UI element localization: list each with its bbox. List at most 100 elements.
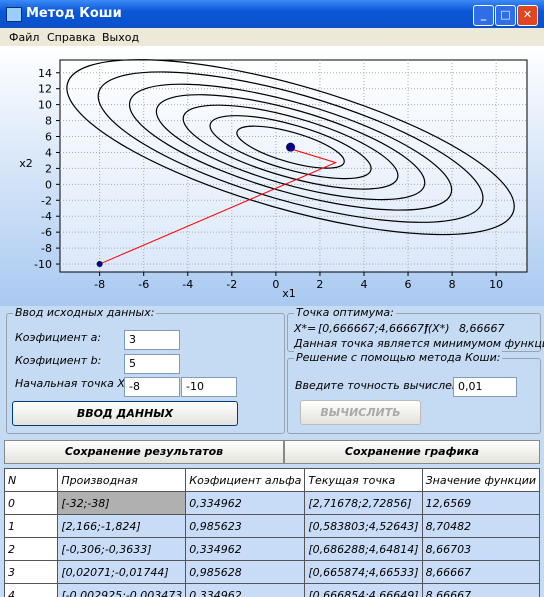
button: ВЫЧИСЛИТЬ [300, 400, 421, 425]
text-input[interactable]: 0,01 [453, 377, 517, 397]
chart: x1 x2 -8 -6 -4 -2 0 2 4 6 8 10 -10 -8 -6 -4 -2 0 2 4 6 8 10 1… [0, 46, 544, 306]
y-tick-label: 0 [45, 178, 52, 191]
y-tick-label: -8 [41, 242, 52, 255]
y-tick-label: -10 [34, 258, 52, 271]
window-title: Метод Коши [26, 6, 122, 21]
input-group: Ввод исходных данных: Коэфициент a: 3 Ко… [6, 306, 285, 434]
table-cell: 0,985623 [185, 514, 306, 538]
table-cell: [2,166;-1,824] [57, 514, 187, 538]
table-cell: 0,334962 [185, 537, 306, 561]
column-header[interactable]: Производная [57, 468, 187, 492]
title-bar: Метод Коши _ □ ✕ [0, 0, 544, 28]
column-header[interactable]: Коэфициент альфа [185, 468, 306, 492]
table-cell: 4 [4, 583, 59, 597]
x-axis-label: x1 [282, 287, 296, 300]
table-cell: 1 [4, 514, 59, 538]
contour-line [155, 94, 426, 201]
table-row: 2 [-0,306;-0,3633] 0,334962 [0,686288;4,648… [4, 537, 540, 561]
y-axis-label: x2 [19, 157, 33, 170]
label: Коэфициент b: [15, 354, 102, 367]
y-tick-label: 4 [45, 146, 52, 159]
table-cell: [0,02071;-0,01744] [57, 560, 187, 584]
button[interactable]: Сохранение графика [284, 440, 540, 464]
table-cell: 8,70482 [421, 514, 540, 538]
y-tick-label: -2 [41, 194, 52, 207]
table-cell: 8,66667 [421, 583, 540, 597]
menu-item[interactable]: Файл [9, 31, 40, 44]
y-tick-label: 10 [38, 99, 52, 112]
app-icon [6, 7, 22, 22]
x-tick-label: 6 [405, 278, 412, 291]
point-marker [96, 261, 103, 268]
table-cell: [-0,306;-0,3633] [57, 537, 187, 561]
text-input[interactable]: -10 [181, 377, 237, 397]
text-input[interactable]: -8 [124, 377, 180, 397]
table-row: 4 [-0,002925;-0,003473 0,334962 [0,666854;4… [4, 583, 540, 597]
contour-line [209, 115, 372, 180]
text-input[interactable]: 3 [124, 330, 180, 350]
contour-line [182, 104, 399, 190]
y-tick-label: 14 [38, 67, 52, 80]
solve-group: Решение с помощью метода Коши: Введите т… [287, 351, 541, 434]
x-tick-label: 0 [272, 278, 279, 291]
table-row: 3 [0,02071;-0,01744] 0,985628 [0,665874;4,6… [4, 560, 540, 584]
column-header[interactable]: N [4, 468, 59, 492]
label: Коэфициент a: [15, 331, 102, 344]
x-tick-label: 4 [360, 278, 367, 291]
group-title: Точка оптимума: [294, 306, 396, 319]
point-marker [286, 142, 296, 152]
x-tick-label: 8 [449, 278, 456, 291]
label: f(X*) [424, 322, 450, 335]
button[interactable]: Сохранение результатов [4, 440, 284, 464]
table-container: N Производная Коэфициент альфа Текущая точк… [4, 468, 540, 597]
y-tick-label: 8 [45, 115, 52, 128]
contour-line [66, 59, 515, 236]
y-tick-label: 12 [38, 83, 52, 96]
table-cell: 12,6569 [421, 491, 540, 515]
table-cell: [-0,002925;-0,003473 [57, 583, 187, 597]
x-tick-label: -8 [94, 278, 105, 291]
x-tick-label: 2 [316, 278, 323, 291]
plot-area [59, 59, 528, 273]
contour-line [236, 125, 345, 169]
table-cell: 0,334962 [185, 583, 306, 597]
button[interactable]: ВВОД ДАННЫХ [12, 401, 238, 426]
table-row: N Производная Коэфициент альфа Текущая точк… [4, 468, 540, 492]
close-button[interactable]: ✕ [517, 5, 538, 26]
menu-item[interactable]: Справка [47, 31, 96, 44]
table-cell: 3 [4, 560, 59, 584]
table-cell: 0 [4, 491, 59, 515]
y-tick-label: 6 [45, 131, 52, 144]
table-cell: 0,334962 [185, 491, 306, 515]
x-tick-label: 10 [489, 278, 503, 291]
label: X*= [294, 322, 317, 335]
table-row: 0 [-32;-38] 0,334962 [2,71678;2,72856] 12,65… [4, 491, 540, 515]
group-title: Решение с помощью метода Коши: [294, 351, 503, 364]
text-input[interactable]: 5 [124, 354, 180, 374]
contour-line [128, 83, 453, 211]
table-cell: [0,686288;4,64814] [304, 537, 423, 561]
value: [0,666667;4,66667] [318, 322, 429, 335]
maximize-button[interactable]: □ [495, 5, 516, 26]
x-tick-label: -4 [182, 278, 193, 291]
contour-line [97, 71, 484, 223]
label: Начальная точка X(0) [15, 377, 141, 390]
table-cell: 8,66703 [421, 537, 540, 561]
table-cell: 2 [4, 537, 59, 561]
y-tick-label: 2 [45, 162, 52, 175]
minimize-button[interactable]: _ [473, 5, 494, 26]
table-row: 1 [2,166;-1,824] 0,985623 [0,583803;4,52643… [4, 514, 540, 538]
x-tick-label: -6 [138, 278, 149, 291]
table-cell: [0,583803;4,52643] [304, 514, 423, 538]
menu-item[interactable]: Выход [102, 31, 140, 44]
table-cell: 8,66667 [421, 560, 540, 584]
label: Введите точность вычисления [295, 379, 473, 392]
table-cell: [2,71678;2,72856] [304, 491, 423, 515]
column-header[interactable]: Текущая точка [304, 468, 423, 492]
group-title: Ввод исходных данных: [13, 306, 157, 319]
y-tick-label: -6 [41, 226, 52, 239]
note: Данная точка является минимумом функции [294, 337, 544, 350]
column-header[interactable]: Значение функции [421, 468, 540, 492]
table-cell: [0,665874;4,66533] [304, 560, 423, 584]
